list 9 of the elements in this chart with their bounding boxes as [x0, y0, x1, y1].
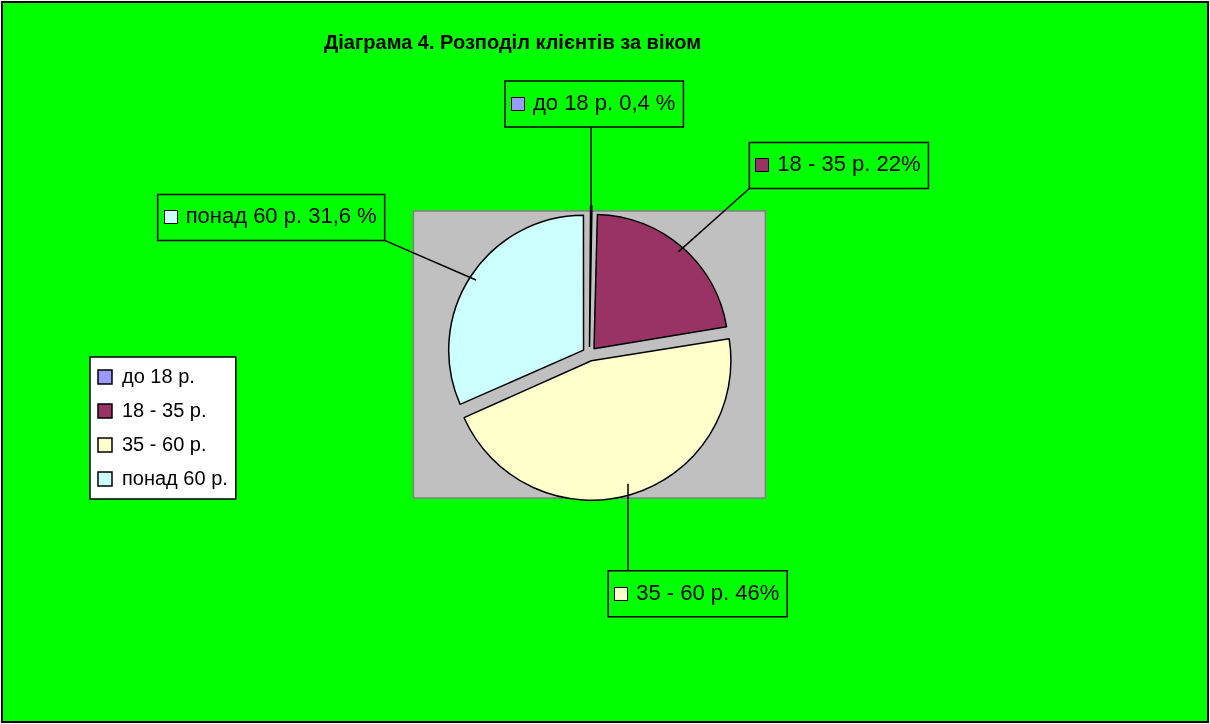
category-label: понад 60 р. 31,6 %	[185, 203, 377, 229]
legend-label: 18 - 35 р.	[122, 398, 207, 421]
category-label: 18 - 35 р. 22%	[777, 151, 921, 177]
legend-label: 35 - 60 р.	[122, 432, 207, 455]
legend-label: понад 60 р.	[122, 466, 228, 489]
category-label: 35 - 60 р. 46%	[636, 579, 780, 605]
chart-title: Діаграма 4. Розподіл клієнтів за віком	[324, 30, 701, 53]
legend-label: до 18 р.	[122, 364, 195, 387]
category-label: до 18 р. 0,4 %	[532, 90, 676, 116]
